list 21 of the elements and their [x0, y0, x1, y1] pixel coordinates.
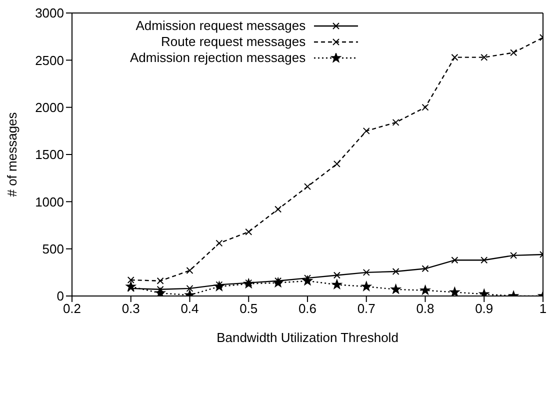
- x-tick-label: 0.2: [62, 301, 82, 316]
- y-tick-label: 3000: [35, 6, 64, 21]
- y-axis-title: # of messages: [4, 112, 20, 197]
- x-tick-label: 0.3: [122, 301, 140, 316]
- y-tick-label: 500: [42, 241, 64, 256]
- y-tick-label: 2000: [35, 100, 64, 115]
- y-tick-label: 1000: [35, 194, 64, 210]
- legend-label: Admission rejection messages: [130, 50, 306, 66]
- legend-label: Admission request messages: [136, 18, 306, 34]
- y-tick-label: 0: [56, 288, 64, 304]
- x-axis-title: Bandwidth Utilization Threshold: [216, 330, 398, 345]
- x-tick-label: 1: [539, 301, 547, 316]
- x-tick-label: 0.9: [475, 301, 494, 316]
- x-tick-label: 0.4: [180, 301, 199, 316]
- y-tick-label: 1500: [35, 147, 64, 162]
- x-tick-label: 0.8: [416, 301, 434, 316]
- x-tick-label: 0.7: [357, 301, 376, 316]
- legend-label: Route request messages: [161, 34, 306, 50]
- x-tick-label: 0.6: [298, 301, 317, 316]
- x-tick-label: 0.5: [240, 301, 258, 316]
- y-tick-label: 2500: [35, 52, 64, 68]
